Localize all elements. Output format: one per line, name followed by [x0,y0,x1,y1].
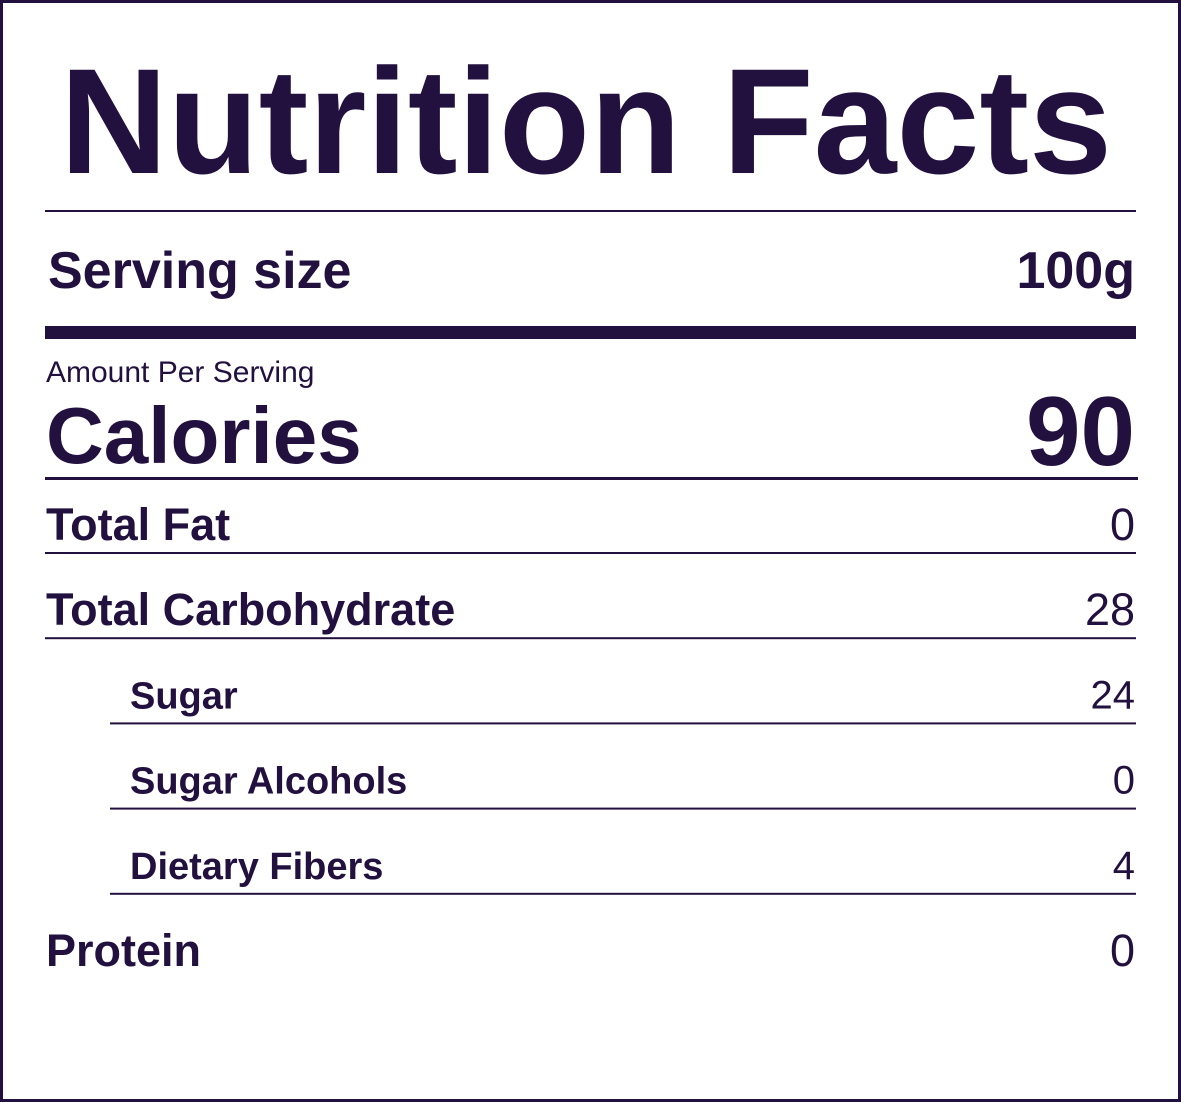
sub-nutrient-label: Dietary Fibers [130,846,383,888]
sub-nutrient-label: Sugar Alcohols [130,761,407,803]
nutrient-value: 4 [1113,844,1135,888]
nutrient-label: Total Carbohydrate [46,584,455,635]
calories-label: Calories [46,391,362,480]
row-divider [110,722,1136,725]
nutrient-label: Protein [46,925,201,976]
nutrient-label: Total Fat [46,499,230,550]
row-divider [45,637,1136,640]
nutrient-value: 0 [1110,925,1135,976]
divider [45,477,1138,480]
serving-value: 100g [1016,242,1135,300]
calories-value: 90 [1026,376,1135,486]
sub-nutrient-label: Sugar [130,675,238,717]
nutrient-value: 0 [1113,759,1135,803]
amount-per-serving: Amount Per Serving [46,356,314,389]
nutrient-value: 24 [1091,673,1136,717]
title: Nutrition Facts [60,37,1112,205]
divider [45,210,1136,212]
row-divider [110,892,1136,895]
nutrient-value: 0 [1110,499,1135,550]
serving-label: Serving size [48,242,351,300]
nutrient-value: 28 [1085,584,1135,635]
thick-divider [45,326,1136,339]
row-divider [45,552,1136,554]
row-divider [110,807,1136,810]
